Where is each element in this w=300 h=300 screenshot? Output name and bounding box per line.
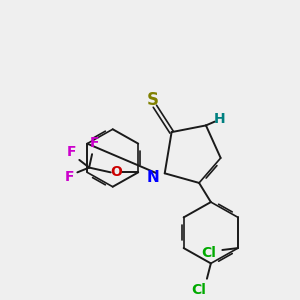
Text: F: F xyxy=(65,170,74,184)
Text: H: H xyxy=(214,112,226,126)
Text: O: O xyxy=(111,165,122,179)
Text: Cl: Cl xyxy=(192,283,206,297)
Text: F: F xyxy=(89,136,99,150)
Text: N: N xyxy=(147,170,159,185)
Text: S: S xyxy=(147,91,159,109)
Text: F: F xyxy=(67,145,76,159)
Text: Cl: Cl xyxy=(201,246,216,260)
